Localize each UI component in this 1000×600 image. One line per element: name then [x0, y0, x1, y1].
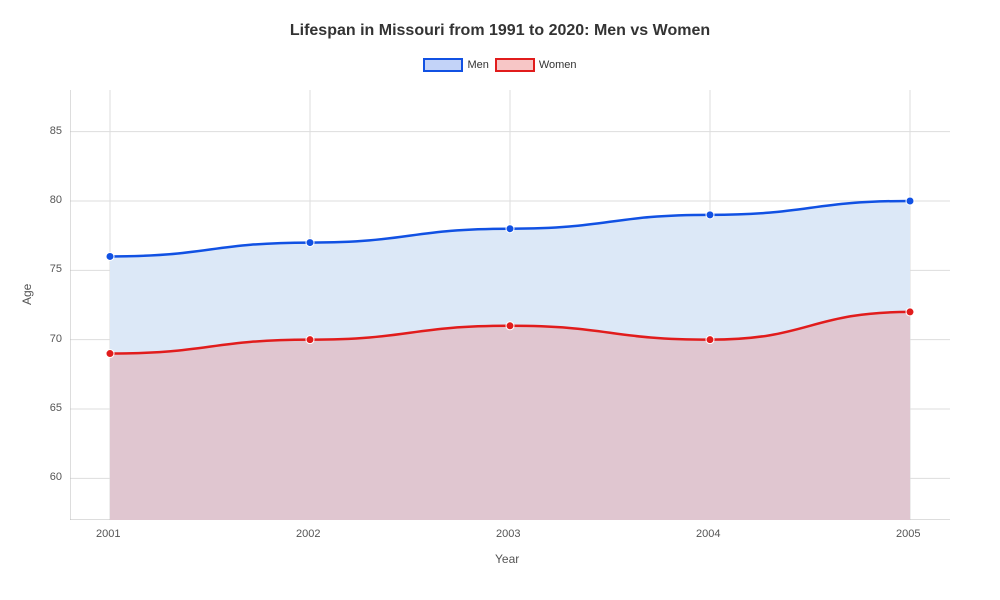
- y-tick-label: 65: [50, 402, 62, 414]
- plot-area: [70, 90, 950, 520]
- legend-label: Women: [539, 59, 577, 71]
- y-tick-label: 75: [50, 263, 62, 275]
- y-tick-label: 80: [50, 194, 62, 206]
- y-tick-label: 70: [50, 333, 62, 345]
- y-tick-label: 85: [50, 125, 62, 137]
- legend-item-men: Men: [423, 58, 488, 72]
- x-tick-label: 2005: [896, 528, 920, 540]
- chart-svg: [70, 90, 950, 520]
- legend-item-women: Women: [495, 58, 577, 72]
- y-axis-label: Age: [20, 284, 34, 305]
- chart-title: Lifespan in Missouri from 1991 to 2020: …: [0, 22, 1000, 40]
- legend-swatch: [423, 58, 463, 72]
- legend-label: Men: [467, 59, 488, 71]
- y-tick-label: 60: [50, 471, 62, 483]
- x-tick-label: 2002: [296, 528, 320, 540]
- legend: Men Women: [0, 58, 1000, 72]
- legend-swatch: [495, 58, 535, 72]
- x-tick-label: 2004: [696, 528, 720, 540]
- x-tick-label: 2003: [496, 528, 520, 540]
- x-axis-label: Year: [495, 552, 519, 566]
- x-tick-label: 2001: [96, 528, 120, 540]
